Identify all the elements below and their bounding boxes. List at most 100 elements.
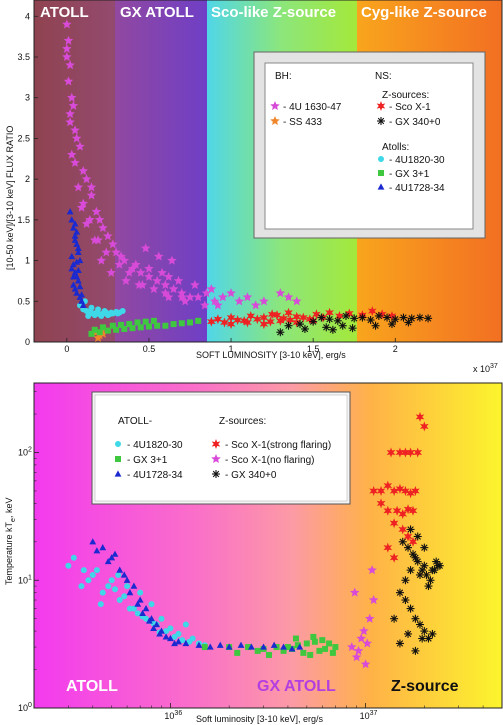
point-sco-x-1-no-flaring: [367, 565, 377, 575]
point-4u1728-34: [68, 265, 76, 272]
point-gx-3-1: [178, 320, 185, 327]
series-sco-x-1-strong-flaring: [369, 411, 429, 563]
point-4u1820-30: [148, 601, 155, 608]
point-4u-1630-47: [259, 296, 269, 306]
point-4u-1630-47: [213, 300, 223, 310]
point-gx-3-1: [150, 317, 157, 324]
point-4u-1630-47: [65, 60, 75, 70]
point-4u-1630-47: [135, 267, 146, 277]
point-gx-3-1: [187, 319, 193, 326]
point-gx-340-0: [401, 576, 410, 585]
top-x-tick-label: 2: [393, 344, 398, 354]
point-gx-3-1: [134, 319, 141, 326]
bottom-x-tick-label: 1037: [360, 710, 378, 721]
point-4u1820-30: [137, 589, 144, 596]
point-4u-1630-47: [63, 76, 74, 86]
point-4u-1630-47: [144, 263, 154, 273]
point-4u1820-30: [111, 586, 118, 593]
point-gx-3-1: [284, 644, 291, 651]
legend-marker-ss433: [270, 116, 280, 126]
legend-marker-symbol: [114, 470, 122, 477]
bottom-data-layer: [65, 411, 444, 669]
point-gx-3-1: [126, 321, 133, 328]
point-4u-1630-47: [167, 255, 177, 265]
point-4u1820-30: [70, 554, 77, 561]
point-4u1820-30: [116, 597, 123, 604]
legend-marker-symbol: [270, 116, 280, 126]
point-sco-x-1-strong-flaring: [376, 485, 386, 496]
point-gx-3-1: [201, 644, 208, 651]
series-4u1820-30: [76, 298, 126, 319]
band-label-z-source-bottom: Z-source: [391, 678, 459, 695]
point-gx-3-1: [234, 649, 241, 656]
point-sco-x-1: [292, 311, 302, 322]
legend-marker-symbol: [378, 156, 384, 162]
point-4u-1630-47: [114, 259, 125, 269]
point-4u1728-34: [171, 639, 178, 647]
top-chart: ATOLL GX ATOLL Sco-like Z-source Cyg-lik…: [5, 0, 503, 374]
point-gx-3-1: [307, 651, 314, 658]
point-4u1820-30: [101, 308, 108, 315]
point-4u1820-30: [171, 633, 178, 640]
point-4u-1630-47: [86, 182, 97, 192]
point-gx-3-1: [91, 326, 98, 333]
point-gx-3-1: [266, 651, 273, 658]
top-x-multiplier: x 1037: [473, 363, 498, 374]
point-4u1728-34: [270, 641, 278, 648]
series-4u1728-34: [89, 538, 304, 652]
point-sco-x-1: [272, 310, 282, 321]
point-sco-x-1: [387, 310, 397, 321]
bottom-x-tick-label: 1036: [164, 710, 182, 721]
point-4u1820-30: [89, 571, 96, 578]
point-4u-1630-47: [111, 247, 121, 257]
point-4u-1630-47: [200, 300, 210, 310]
point-4u-1630-47: [291, 296, 302, 306]
point-4u-1630-47: [168, 284, 179, 294]
point-sco-x-1-strong-flaring: [398, 509, 408, 520]
point-gx-340-0: [428, 629, 437, 638]
point-sco-x-1-strong-flaring: [386, 447, 396, 458]
point-4u-1630-47: [124, 267, 134, 277]
point-sco-x-1-strong-flaring: [389, 518, 399, 529]
legend-marker-4u1728-bottom: [114, 470, 122, 477]
point-gx-3-1: [137, 324, 144, 331]
point-sco-x-1-strong-flaring: [383, 480, 393, 491]
point-gx-3-1: [154, 322, 161, 329]
point-sco-x-1-strong-flaring: [395, 483, 405, 494]
point-sco-x-1: [325, 307, 334, 318]
point-sco-x-1-strong-flaring: [420, 421, 429, 432]
point-gx-340-0: [333, 316, 342, 325]
point-4u1820-30: [85, 312, 92, 319]
point-gx-340-0: [406, 566, 415, 575]
point-4u-1630-47: [283, 292, 294, 302]
point-gx-340-0: [420, 543, 429, 552]
point-gx-340-0: [338, 321, 347, 330]
legend-atolls-title: Atolls:: [382, 142, 409, 153]
point-4u-1630-47: [101, 247, 112, 257]
point-4u-1630-47: [163, 292, 174, 302]
point-4u1820-30: [119, 308, 126, 315]
point-gx-340-0: [328, 325, 337, 334]
point-4u1820-30: [85, 577, 92, 584]
bottom-chart: 1036 1037 100 101 102 ATOLL- Z-sources: - 4…: [4, 382, 503, 724]
point-gx-3-1: [145, 323, 152, 330]
point-4u-1630-47: [94, 214, 105, 224]
point-4u1728-34: [108, 554, 116, 561]
point-sco-x-1: [285, 315, 295, 326]
point-gx-3-1: [316, 647, 323, 654]
point-4u-1630-47: [144, 271, 154, 281]
point-gx-340-0: [404, 543, 413, 552]
legend-label-gx3-1-bottom: - GX 3+1: [127, 455, 168, 466]
point-sco-x-1-strong-flaring: [401, 447, 410, 458]
point-4u1728-34: [145, 617, 153, 624]
legend-marker-gx3-1: [378, 170, 384, 176]
point-4u-1630-47: [98, 223, 108, 233]
point-gx-340-0: [358, 313, 367, 322]
bottom-y-ticks: 100 101 102: [18, 391, 39, 713]
point-4u-1630-47: [106, 267, 116, 277]
point-4u-1630-47: [70, 157, 80, 167]
point-gx-340-0: [409, 550, 418, 559]
point-4u-1630-47: [180, 296, 190, 306]
point-4u-1630-47: [78, 166, 89, 176]
point-gx-3-1: [118, 321, 125, 328]
